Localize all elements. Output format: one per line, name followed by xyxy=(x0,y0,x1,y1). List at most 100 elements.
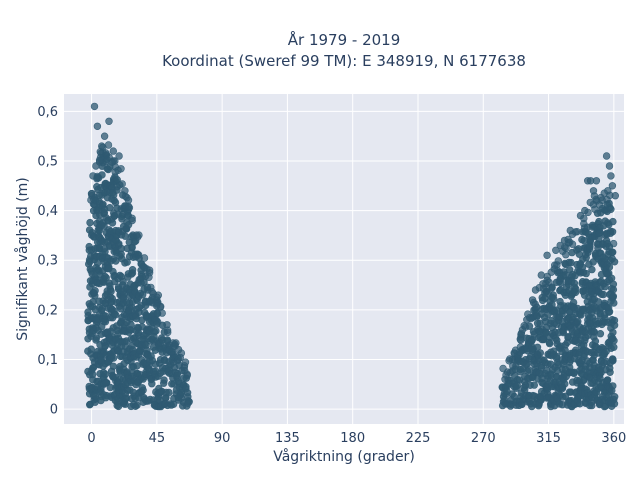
data-point xyxy=(530,381,538,389)
data-point xyxy=(609,328,617,337)
x-tick-label: 90 xyxy=(214,431,231,446)
data-point xyxy=(560,236,569,245)
data-point xyxy=(88,370,97,379)
data-point xyxy=(91,287,99,295)
data-point xyxy=(523,316,531,324)
data-point xyxy=(607,172,615,180)
data-point xyxy=(609,356,617,364)
y-tick-label: 0 xyxy=(50,403,58,418)
chart-title-line-2: Koordinat (Sweref 99 TM): E 348919, N 61… xyxy=(162,52,526,70)
data-point xyxy=(610,343,618,351)
data-point xyxy=(582,269,590,278)
data-point xyxy=(97,142,106,150)
data-point xyxy=(140,254,149,262)
data-point xyxy=(602,152,611,160)
data-point xyxy=(599,290,608,299)
data-point xyxy=(152,327,160,335)
x-tick-label: 360 xyxy=(601,431,626,446)
data-point xyxy=(87,345,95,353)
data-point xyxy=(571,285,580,293)
data-point xyxy=(108,219,117,227)
data-point xyxy=(124,196,133,204)
data-point xyxy=(610,321,619,329)
data-point xyxy=(86,218,94,227)
data-point xyxy=(508,355,516,364)
y-tick-label: 0,2 xyxy=(37,303,58,318)
data-point xyxy=(133,362,141,370)
data-point xyxy=(610,337,618,345)
data-point xyxy=(128,216,136,225)
data-point xyxy=(610,299,618,307)
data-point xyxy=(121,232,129,240)
data-point xyxy=(184,399,192,407)
y-tick-label: 0,6 xyxy=(37,105,58,120)
y-tick-label: 0,4 xyxy=(37,204,58,219)
data-point xyxy=(609,285,618,294)
data-point xyxy=(603,196,611,204)
data-point xyxy=(117,165,125,173)
data-point xyxy=(90,102,99,111)
data-point xyxy=(173,372,181,380)
data-point xyxy=(531,286,540,294)
data-point xyxy=(586,243,594,251)
chart-title-line-1: År 1979 - 2019 xyxy=(288,30,401,49)
data-point xyxy=(89,172,97,180)
data-point xyxy=(145,266,154,274)
data-point xyxy=(174,355,183,363)
data-point xyxy=(111,168,119,176)
data-point xyxy=(589,187,598,195)
data-point xyxy=(107,287,115,296)
data-point xyxy=(525,366,533,374)
data-point xyxy=(605,162,614,170)
data-point xyxy=(611,192,619,200)
data-point xyxy=(588,265,596,274)
data-point xyxy=(134,233,142,241)
x-axis-label: Vågriktning (grader) xyxy=(273,448,415,465)
data-point xyxy=(609,239,618,248)
data-point xyxy=(121,187,129,195)
data-point xyxy=(92,162,100,170)
x-tick-label: 180 xyxy=(340,431,365,446)
data-point xyxy=(163,321,171,329)
data-point xyxy=(603,376,612,384)
data-point xyxy=(111,157,119,165)
data-point xyxy=(595,201,604,209)
data-point xyxy=(109,354,118,362)
data-point xyxy=(149,290,158,298)
data-point xyxy=(536,349,544,357)
data-point xyxy=(168,348,176,356)
y-tick-label: 0,5 xyxy=(37,154,58,169)
data-point xyxy=(118,215,126,223)
data-point xyxy=(606,364,614,372)
data-point xyxy=(153,296,161,304)
x-tick-label: 270 xyxy=(471,431,496,446)
data-point xyxy=(592,177,601,185)
data-point xyxy=(174,345,183,354)
data-point xyxy=(607,205,615,214)
data-point xyxy=(501,375,509,383)
data-point xyxy=(105,117,113,126)
data-point xyxy=(545,339,554,348)
data-point xyxy=(552,246,560,255)
data-point xyxy=(550,261,559,269)
data-point xyxy=(165,388,173,397)
data-point xyxy=(610,400,619,408)
data-point xyxy=(596,330,605,338)
data-point xyxy=(516,343,524,351)
data-point xyxy=(545,278,553,286)
data-point xyxy=(160,376,168,384)
x-tick-label: 45 xyxy=(149,431,166,446)
data-point xyxy=(148,380,156,388)
data-point xyxy=(608,228,617,236)
data-point xyxy=(183,370,191,378)
x-tick-label: 0 xyxy=(87,431,95,446)
data-point xyxy=(608,182,617,190)
y-axis-label: Signifikant våghöjd (m) xyxy=(14,177,31,340)
data-point xyxy=(110,196,118,205)
data-point xyxy=(102,379,110,387)
data-point xyxy=(576,211,585,220)
data-point xyxy=(609,217,617,226)
data-point xyxy=(580,219,588,228)
data-point xyxy=(608,248,616,257)
